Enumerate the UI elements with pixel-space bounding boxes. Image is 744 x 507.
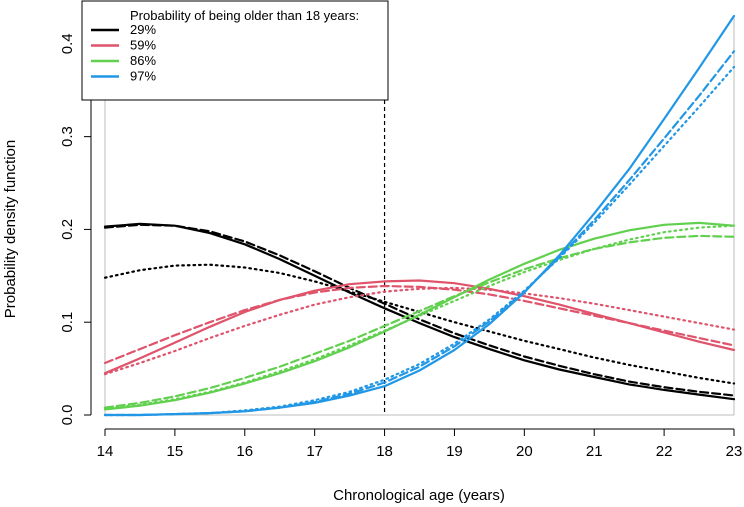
x-tick-label-14: 14 <box>97 443 114 460</box>
series-line-59pct-dashed <box>103 284 736 365</box>
series-line-29pct-solid <box>103 222 736 401</box>
x-tick-label-15: 15 <box>167 443 184 460</box>
legend-title: Probability of being older than 18 years… <box>130 8 359 23</box>
y-tick-label-3: 0.3 <box>59 126 76 147</box>
x-tick-label-20: 20 <box>516 443 533 460</box>
legend-label-3: 97% <box>130 69 156 84</box>
series-line-59pct-dotted <box>103 286 736 376</box>
axes: 14 15 16 17 18 19 20 21 22 23 0.0 0.1 0.2 0.3 0.4 <box>59 33 742 460</box>
legend-label-0: 29% <box>130 22 156 37</box>
y-tick-label-2: 0.2 <box>59 219 76 240</box>
legend: Probability of being older than 18 years… <box>81 0 389 101</box>
y-axis-title: Probability density function <box>2 140 19 318</box>
x-axis-title: Chronological age (years) <box>333 487 505 504</box>
series-line-29pct-dashed <box>103 223 736 397</box>
series-line-86pct-dashed <box>103 234 736 409</box>
x-tick-label-16: 16 <box>236 443 253 460</box>
series-line-86pct-dotted <box>103 224 736 410</box>
y-tick-label-4: 0.4 <box>59 33 76 54</box>
x-tick-label-22: 22 <box>656 443 673 460</box>
x-tick-label-23: 23 <box>726 443 743 460</box>
x-tick-label-21: 21 <box>586 443 603 460</box>
legend-box <box>81 0 389 101</box>
x-tick-label-19: 19 <box>446 443 463 460</box>
series-lines <box>103 14 736 417</box>
x-tick-label-17: 17 <box>306 443 323 460</box>
y-tick-label-1: 0.1 <box>59 312 76 333</box>
legend-label-2: 86% <box>130 53 156 68</box>
series-line-97pct-dashed <box>103 50 736 417</box>
legend-label-1: 59% <box>130 38 156 53</box>
x-tick-label-18: 18 <box>376 443 393 460</box>
series-line-97pct-dotted <box>103 65 736 417</box>
legend-entries: 29%59%86%97% <box>91 22 156 84</box>
y-tick-label-0: 0.0 <box>59 405 76 426</box>
